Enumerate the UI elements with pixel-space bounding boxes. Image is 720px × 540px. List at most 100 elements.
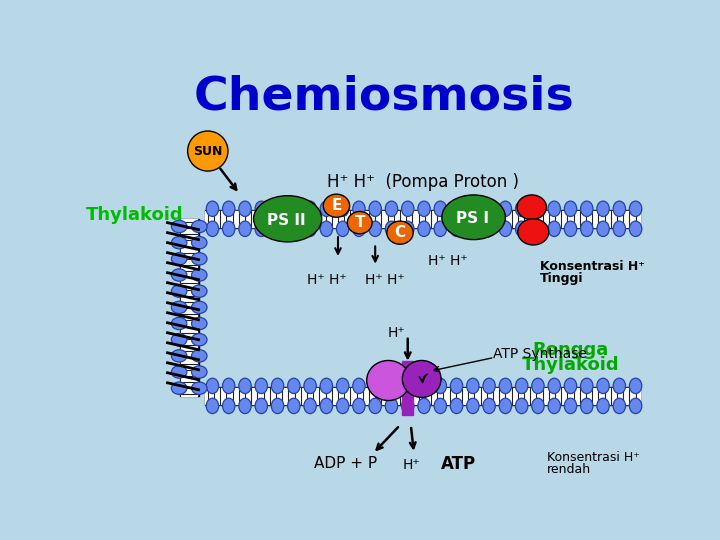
Ellipse shape [320, 378, 333, 394]
Ellipse shape [564, 378, 577, 394]
Ellipse shape [516, 378, 528, 394]
Ellipse shape [206, 378, 219, 394]
Ellipse shape [369, 398, 382, 414]
Bar [204, 210, 640, 228]
Bar [180, 219, 199, 396]
Ellipse shape [222, 398, 235, 414]
Ellipse shape [222, 221, 235, 237]
Ellipse shape [597, 398, 609, 414]
Ellipse shape [271, 378, 284, 394]
Ellipse shape [580, 378, 593, 394]
Ellipse shape [434, 221, 446, 237]
Text: T: T [354, 215, 365, 230]
Ellipse shape [532, 398, 544, 414]
Text: Konsentrasi H⁺: Konsentrasi H⁺ [539, 260, 644, 273]
Text: rendah: rendah [547, 463, 591, 476]
Ellipse shape [629, 398, 642, 414]
Ellipse shape [366, 361, 410, 401]
Ellipse shape [451, 398, 463, 414]
Text: Tinggi: Tinggi [539, 272, 583, 285]
Ellipse shape [483, 378, 495, 394]
Bar [181, 219, 197, 396]
Ellipse shape [483, 221, 495, 237]
Ellipse shape [418, 201, 431, 217]
Text: H⁺ H⁺: H⁺ H⁺ [307, 273, 346, 287]
Ellipse shape [629, 221, 642, 237]
Ellipse shape [253, 195, 322, 242]
Ellipse shape [287, 378, 300, 394]
Ellipse shape [171, 237, 187, 249]
Ellipse shape [517, 195, 546, 220]
Ellipse shape [192, 237, 207, 249]
Ellipse shape [564, 398, 577, 414]
Ellipse shape [171, 334, 187, 346]
Ellipse shape [353, 398, 365, 414]
Text: Rongga: Rongga [532, 341, 608, 359]
Text: C: C [395, 225, 405, 240]
Ellipse shape [192, 285, 207, 298]
Ellipse shape [548, 398, 560, 414]
Ellipse shape [418, 398, 431, 414]
Ellipse shape [483, 201, 495, 217]
Ellipse shape [580, 201, 593, 217]
Ellipse shape [629, 378, 642, 394]
Ellipse shape [239, 398, 251, 414]
Ellipse shape [467, 221, 479, 237]
Ellipse shape [418, 378, 431, 394]
Ellipse shape [222, 378, 235, 394]
Ellipse shape [385, 378, 397, 394]
Ellipse shape [336, 378, 349, 394]
Ellipse shape [192, 220, 207, 233]
Ellipse shape [287, 398, 300, 414]
Ellipse shape [499, 398, 512, 414]
Ellipse shape [597, 378, 609, 394]
Ellipse shape [369, 378, 382, 394]
Ellipse shape [532, 378, 544, 394]
Ellipse shape [271, 221, 284, 237]
Ellipse shape [320, 201, 333, 217]
Ellipse shape [613, 378, 626, 394]
Text: ATP Synthase: ATP Synthase [493, 347, 587, 361]
Text: PS II: PS II [267, 213, 305, 228]
Ellipse shape [206, 221, 219, 237]
Ellipse shape [353, 221, 365, 237]
Bar [204, 387, 640, 405]
Ellipse shape [467, 378, 479, 394]
Ellipse shape [369, 221, 382, 237]
Ellipse shape [564, 201, 577, 217]
Ellipse shape [548, 221, 560, 237]
Ellipse shape [532, 221, 544, 237]
Ellipse shape [192, 301, 207, 314]
Text: Konsentrasi H⁺: Konsentrasi H⁺ [547, 451, 640, 464]
Ellipse shape [516, 221, 528, 237]
Ellipse shape [434, 398, 446, 414]
Ellipse shape [271, 201, 284, 217]
Ellipse shape [304, 398, 316, 414]
Ellipse shape [597, 201, 609, 217]
Ellipse shape [239, 221, 251, 237]
Ellipse shape [548, 201, 560, 217]
Ellipse shape [271, 398, 284, 414]
Ellipse shape [402, 361, 441, 397]
Text: SUN: SUN [193, 145, 222, 158]
Ellipse shape [171, 220, 187, 233]
Text: H⁺: H⁺ [402, 458, 420, 472]
Ellipse shape [434, 201, 446, 217]
Ellipse shape [548, 378, 560, 394]
Ellipse shape [239, 201, 251, 217]
Ellipse shape [516, 201, 528, 217]
Ellipse shape [323, 194, 350, 217]
Ellipse shape [499, 378, 512, 394]
Ellipse shape [192, 366, 207, 378]
Ellipse shape [336, 201, 349, 217]
Ellipse shape [499, 201, 512, 217]
Bar [402, 361, 413, 415]
Ellipse shape [518, 219, 549, 245]
Ellipse shape [402, 221, 414, 237]
Ellipse shape [255, 398, 267, 414]
Ellipse shape [320, 398, 333, 414]
Circle shape [188, 131, 228, 171]
Ellipse shape [336, 221, 349, 237]
Ellipse shape [347, 212, 372, 234]
Text: H⁺: H⁺ [387, 326, 405, 340]
